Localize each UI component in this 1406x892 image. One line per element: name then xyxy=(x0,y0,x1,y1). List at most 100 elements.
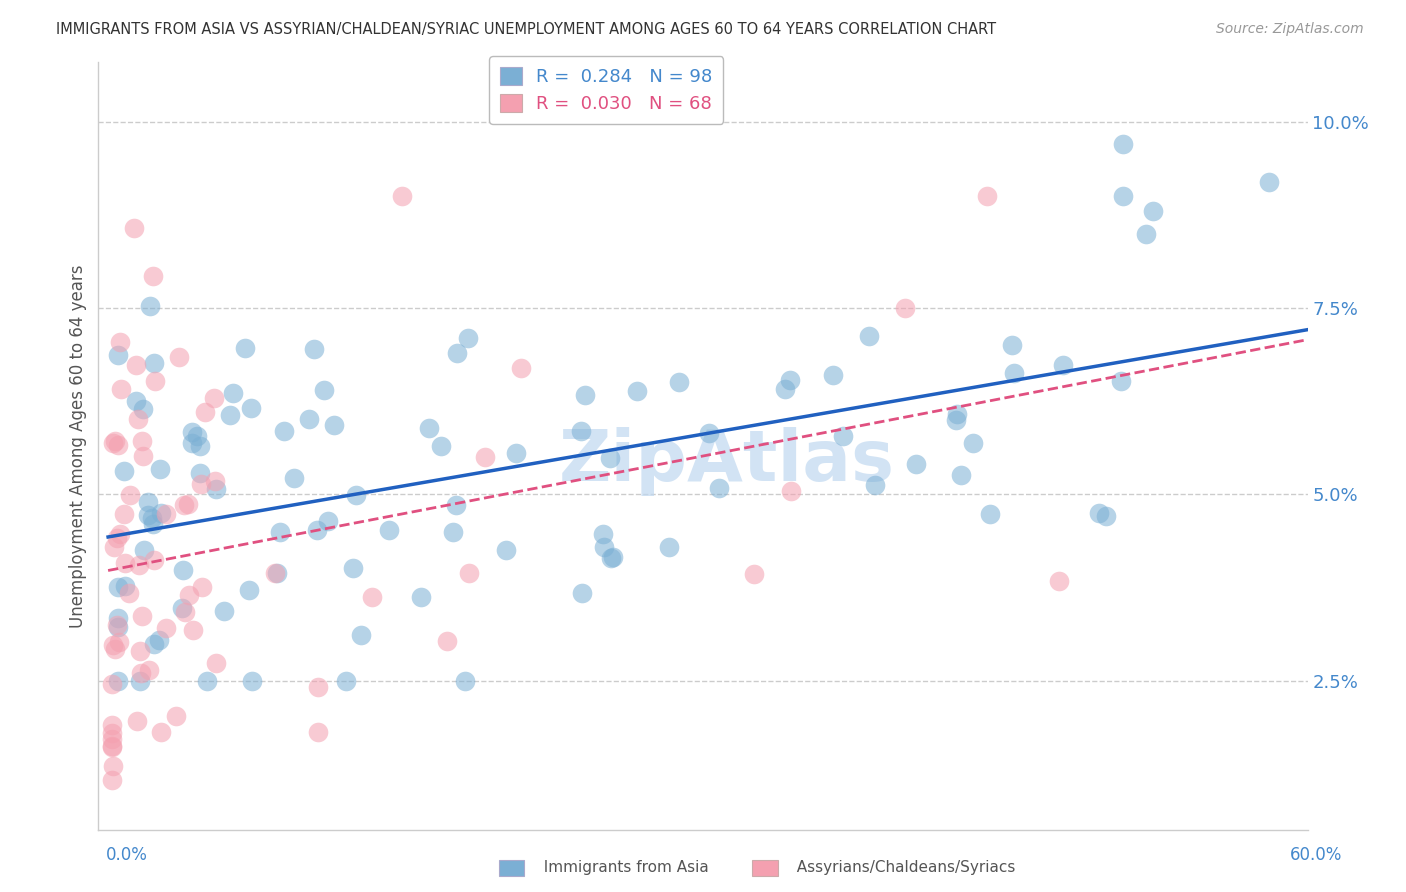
Point xyxy=(1142,204,1164,219)
Point xyxy=(457,331,479,345)
Point xyxy=(602,549,624,564)
Point xyxy=(188,466,211,480)
Point xyxy=(1109,374,1132,388)
Text: Assyrians/Chaldeans/Syriacs: Assyrians/Chaldeans/Syriacs xyxy=(787,860,1015,874)
Point xyxy=(350,628,373,642)
Point xyxy=(205,482,228,496)
Point xyxy=(169,350,191,364)
Point xyxy=(391,189,413,203)
Point xyxy=(177,497,200,511)
Point xyxy=(149,461,172,475)
Point xyxy=(183,624,205,638)
Point xyxy=(307,680,329,694)
Point xyxy=(101,638,124,652)
Point xyxy=(108,334,131,349)
Point xyxy=(125,394,148,409)
Point xyxy=(117,585,139,599)
Point xyxy=(831,429,853,443)
Point xyxy=(658,540,681,554)
Point xyxy=(107,348,129,362)
Point xyxy=(131,608,153,623)
Point xyxy=(204,475,226,489)
Point xyxy=(103,435,125,450)
Point xyxy=(194,405,217,419)
Point xyxy=(148,633,170,648)
Point xyxy=(779,483,801,498)
Point xyxy=(110,382,132,396)
Point xyxy=(131,434,153,448)
Text: 0.0%: 0.0% xyxy=(105,846,148,863)
Point xyxy=(821,368,844,383)
Point xyxy=(131,665,153,680)
Point xyxy=(124,358,146,372)
Point xyxy=(505,446,527,460)
Point xyxy=(446,345,468,359)
Point xyxy=(894,301,917,316)
Point xyxy=(101,772,124,787)
Point xyxy=(142,269,165,284)
Point xyxy=(976,189,998,203)
Point xyxy=(172,601,194,615)
Point xyxy=(108,635,131,649)
Point xyxy=(114,579,136,593)
Point xyxy=(107,673,129,688)
Point xyxy=(142,516,165,531)
Point xyxy=(436,634,458,648)
Point xyxy=(149,725,172,739)
Point xyxy=(378,523,401,537)
Point xyxy=(155,507,177,521)
Point xyxy=(266,566,288,580)
Point xyxy=(174,605,197,619)
Point xyxy=(139,299,162,313)
Point xyxy=(495,543,517,558)
Point xyxy=(165,709,187,723)
Point xyxy=(190,439,212,453)
Point xyxy=(430,439,453,453)
Point xyxy=(214,604,236,618)
Point xyxy=(238,583,260,598)
Point xyxy=(316,514,339,528)
Text: ZipAtlas: ZipAtlas xyxy=(560,427,896,496)
Point xyxy=(1257,175,1279,189)
Point xyxy=(1094,509,1116,524)
Point xyxy=(101,739,124,754)
Point xyxy=(141,510,163,524)
Point xyxy=(107,532,129,546)
Point xyxy=(149,506,172,520)
Point xyxy=(143,374,166,388)
Point xyxy=(1001,338,1024,352)
Point xyxy=(742,566,765,581)
Point xyxy=(1047,574,1070,588)
Point xyxy=(305,523,328,537)
Point xyxy=(155,621,177,635)
Point xyxy=(104,641,127,656)
Point xyxy=(242,673,264,688)
Point xyxy=(101,739,124,754)
Point xyxy=(101,726,124,740)
Point xyxy=(905,458,928,472)
Point xyxy=(132,542,155,557)
Point xyxy=(444,498,467,512)
Point xyxy=(599,451,621,466)
Text: Source: ZipAtlas.com: Source: ZipAtlas.com xyxy=(1216,22,1364,37)
Point xyxy=(172,563,194,577)
Point xyxy=(707,481,730,495)
Point xyxy=(136,508,159,522)
Point xyxy=(101,718,124,732)
Point xyxy=(114,556,136,570)
Point xyxy=(107,611,129,625)
Point xyxy=(221,386,243,401)
Point xyxy=(1002,366,1025,380)
Point xyxy=(132,402,155,417)
Point xyxy=(418,421,440,435)
Text: IMMIGRANTS FROM ASIA VS ASSYRIAN/CHALDEAN/SYRIAC UNEMPLOYMENT AMONG AGES 60 TO 6: IMMIGRANTS FROM ASIA VS ASSYRIAN/CHALDEA… xyxy=(56,22,997,37)
Point xyxy=(218,409,240,423)
Point xyxy=(314,383,336,397)
Point xyxy=(858,328,880,343)
Point xyxy=(697,425,720,440)
Point xyxy=(104,434,127,449)
Point xyxy=(138,663,160,677)
Point xyxy=(143,553,166,567)
Point xyxy=(298,412,321,426)
Point xyxy=(186,429,208,443)
